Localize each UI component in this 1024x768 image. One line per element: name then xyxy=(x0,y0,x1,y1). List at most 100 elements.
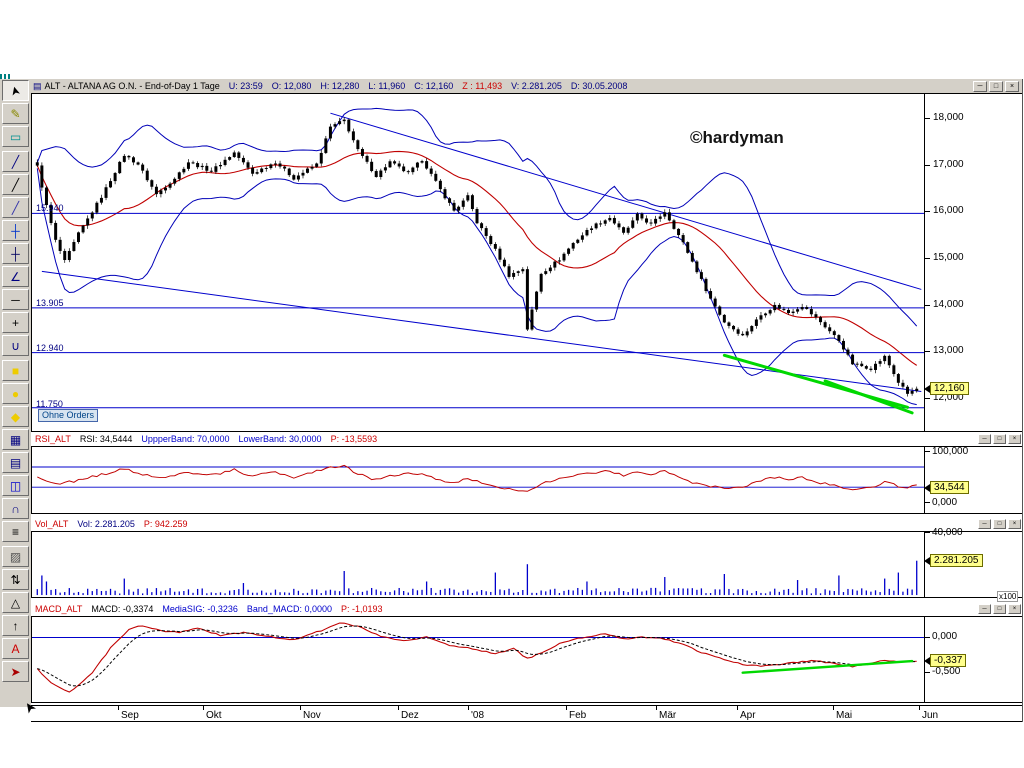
close-button[interactable]: × xyxy=(1005,80,1019,92)
minimize-button[interactable]: ─ xyxy=(978,604,991,614)
header-field: Z : 11,493 xyxy=(462,81,503,91)
window-buttons: ─ □ × xyxy=(973,80,1020,92)
minimize-button[interactable]: ─ xyxy=(978,434,991,444)
pencil-tool[interactable]: ✎ xyxy=(2,103,29,124)
maximize-button[interactable]: □ xyxy=(993,604,1006,614)
chart-window-titlebar[interactable]: ▤ ALT - ALTANA AG O.N. - End-of-Day 1 Ta… xyxy=(31,79,1022,93)
arrow-tool-icon: ➤ xyxy=(10,664,21,679)
chart-tool[interactable]: ◫ xyxy=(2,475,29,496)
header-field: O: 12,080 xyxy=(271,81,312,91)
diamond-tool-icon: ◆ xyxy=(10,409,21,424)
header-field: Vol: 2.281.205 xyxy=(77,519,135,529)
header-field: L: 11,960 xyxy=(368,81,406,91)
rsi-axis[interactable] xyxy=(925,446,1022,514)
triangle-tool[interactable]: △ xyxy=(2,592,29,613)
ellipse-tool[interactable]: ● xyxy=(2,383,29,404)
month-label: Dez xyxy=(401,710,419,721)
text-tool[interactable]: A xyxy=(2,638,29,659)
price-axis[interactable]: 18,000 17,000 16,000 15,000 14,000 13,000 12,0… xyxy=(925,93,1022,432)
hline-tool[interactable]: ─ xyxy=(2,289,29,310)
rsi-axis-0: 0,000 xyxy=(932,497,958,508)
crosshair-tool[interactable]: ┼ xyxy=(2,220,29,241)
pencil-tool-icon: ✎ xyxy=(10,106,21,121)
volume-plot[interactable] xyxy=(31,531,925,598)
selection-tool[interactable]: ▭ xyxy=(2,126,29,147)
level-label: 13.905 xyxy=(36,298,64,308)
price-chart-canvas[interactable] xyxy=(32,94,924,431)
ohlc-fields: U: 23:59 O: 12,080 H: 12,280 L: 11,960 C: 12… xyxy=(229,81,637,91)
tag-arrow-icon xyxy=(924,385,930,393)
rsi-panel-header: RSI_ALT RSI: 34,5444 UppperBand: 70,0000 Lo… xyxy=(31,432,1022,446)
macd-tick xyxy=(925,637,930,638)
maximize-button[interactable]: □ xyxy=(989,80,1003,92)
grid-tool[interactable]: ▦ xyxy=(2,429,29,450)
triangle-tool-icon: △ xyxy=(10,595,21,610)
maximize-button[interactable]: □ xyxy=(993,519,1006,529)
plus-tool-icon: + xyxy=(11,315,19,330)
hatch-tool[interactable]: ▨ xyxy=(2,546,29,567)
segment-tool-icon: ╱ xyxy=(11,177,20,192)
header-field: C: 12,160 xyxy=(414,81,454,91)
rsi-canvas[interactable] xyxy=(32,447,924,513)
month-label: Nov xyxy=(303,710,321,721)
close-button[interactable]: × xyxy=(1008,434,1021,444)
table-tool[interactable]: ▤ xyxy=(2,452,29,473)
close-button[interactable]: × xyxy=(1008,519,1021,529)
price-tick xyxy=(925,305,930,306)
macd-axis-low: -0,500 xyxy=(932,666,961,677)
text-tool-icon: A xyxy=(11,641,20,656)
month-label: Feb xyxy=(569,710,587,721)
price-tick xyxy=(925,165,930,166)
plus-tool[interactable]: + xyxy=(2,312,29,333)
line-tool[interactable]: ╱ xyxy=(2,151,29,172)
price-tick-label: 18,000 xyxy=(933,112,964,123)
time-axis[interactable]: Sep Okt Nov Dez '08 Feb Mär Apr Mai Jun xyxy=(31,705,1022,722)
price-tick-label: 14,000 xyxy=(933,299,964,310)
rsi-header-fields: RSI_ALT RSI: 34,5444 UppperBand: 70,0000 Lo… xyxy=(35,434,386,444)
header-field: RSI: 34,5444 xyxy=(79,434,133,444)
header-field: MACD: -0,3374 xyxy=(91,604,154,614)
window-menu-icon[interactable]: ▤ xyxy=(33,80,42,91)
close-button[interactable]: × xyxy=(1008,604,1021,614)
price-tick xyxy=(925,118,930,119)
volume-canvas[interactable] xyxy=(32,532,924,597)
square-tool[interactable]: ■ xyxy=(2,360,29,381)
header-field: U: 23:59 xyxy=(228,81,263,91)
selection-tool-icon: ▭ xyxy=(9,129,22,144)
arrow-up-tool[interactable]: ↑ xyxy=(2,615,29,636)
header-field: P: -13,5593 xyxy=(330,434,378,444)
pointer-tool[interactable]: ➤ xyxy=(2,80,29,101)
header-field: Vol_ALT xyxy=(35,519,69,529)
price-tick-label: 12,000 xyxy=(933,392,964,403)
arrow-tool[interactable]: ➤ xyxy=(2,661,29,682)
square-tool-icon: ■ xyxy=(11,363,20,378)
tag-arrow-icon xyxy=(924,657,930,665)
arc-tool[interactable]: ∩ xyxy=(2,498,29,519)
ray-tool[interactable]: ╱ xyxy=(2,197,29,218)
header-field: H: 12,280 xyxy=(320,81,360,91)
vol-tick xyxy=(925,532,930,533)
diamond-tool[interactable]: ◆ xyxy=(2,406,29,427)
price-chart-plot[interactable]: 15.940 13.905 12.940 11.750 xyxy=(31,93,925,432)
macd-header-fields: MACD_ALT MACD: -0,3374 MediaSIG: -0,3236 Ba… xyxy=(35,604,392,614)
minimize-button[interactable]: ─ xyxy=(978,519,991,529)
angle-tool[interactable]: ∠ xyxy=(2,266,29,287)
list-tool[interactable]: ≡ xyxy=(2,521,29,542)
macd-panel-header: MACD_ALT MACD: -0,3374 MediaSIG: -0,3236 Ba… xyxy=(31,602,1022,616)
cross-tool[interactable]: ┼ xyxy=(2,243,29,264)
rsi-plot[interactable] xyxy=(31,446,925,514)
month-tick xyxy=(118,706,119,710)
maximize-button[interactable]: □ xyxy=(993,434,1006,444)
segment-tool[interactable]: ╱ xyxy=(2,174,29,195)
minimize-button[interactable]: ─ xyxy=(973,80,987,92)
macd-canvas[interactable] xyxy=(32,617,924,702)
arc-tool-icon: ∩ xyxy=(11,501,20,516)
rsi-value-tag: 34,544 xyxy=(924,481,969,494)
toolbar-grip[interactable] xyxy=(0,74,11,82)
price-tick xyxy=(925,398,930,399)
curve-tool[interactable]: ∪ xyxy=(2,335,29,356)
ray-tool-icon: ╱ xyxy=(11,200,20,215)
sort-tool[interactable]: ⇅ xyxy=(2,569,29,590)
macd-plot[interactable] xyxy=(31,616,925,703)
level-label: 12.940 xyxy=(36,343,64,353)
